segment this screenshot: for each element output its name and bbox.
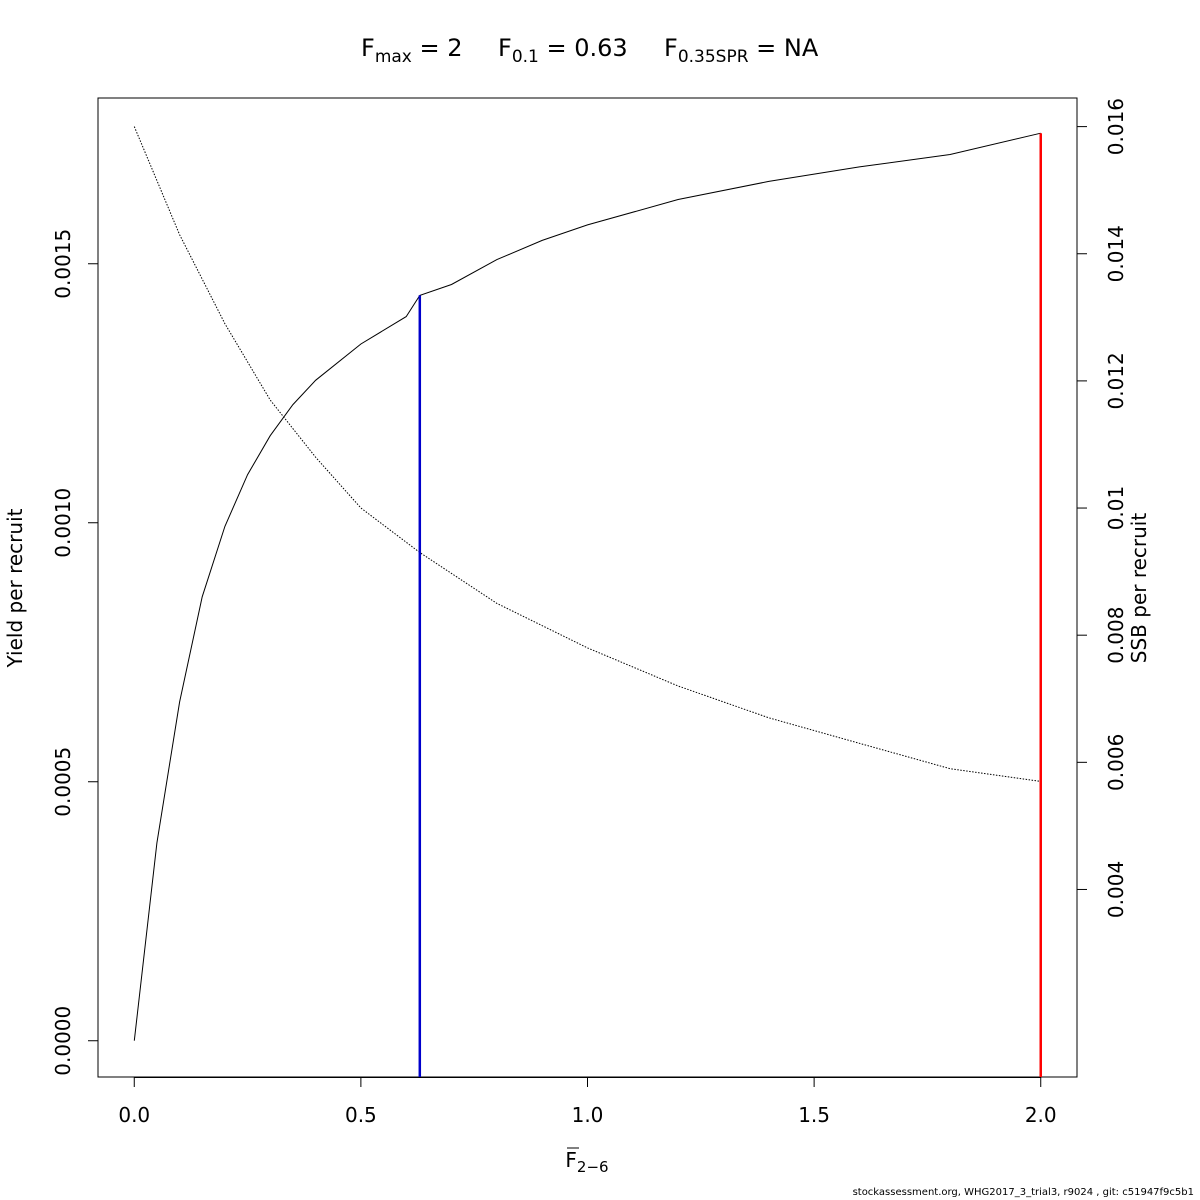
title-fspr-main: F	[664, 34, 678, 62]
title-fspr-rest: = NA	[749, 34, 819, 62]
title-fmax-sub: max	[375, 47, 412, 67]
y-left-tick-label: 0.0010	[51, 488, 75, 558]
footer-credit: stockassessment.org, WHG2017_3_trial3, r…	[852, 1187, 1194, 1198]
x-tick-label: 2.0	[1025, 1103, 1057, 1127]
y-right-tick-label: 0.012	[1104, 352, 1128, 409]
plot-frame	[97, 97, 1078, 1078]
y-left-tick-label: 0.0005	[51, 747, 75, 817]
y-right-tick-label: 0.006	[1104, 734, 1128, 791]
yield-per-recruit-line	[133, 132, 1041, 1041]
title-f01-rest: = 0.63	[539, 34, 628, 62]
chart-title-f01: F0.1 = 0.63	[498, 34, 628, 67]
x-tick-label: 0.5	[345, 1103, 377, 1127]
title-fmax-rest: = 2	[412, 34, 463, 62]
chart-title-fspr: F0.35SPR = NA	[664, 34, 819, 67]
title-fmax-main: F	[361, 34, 375, 62]
y-right-axis-title: SSB per recruit	[1127, 513, 1151, 664]
x-axis-title: F2−6	[565, 1148, 608, 1176]
y-right-tick-label: 0.008	[1104, 607, 1128, 664]
x-tick-label: 1.5	[798, 1103, 830, 1127]
x-axis-title-main: F	[565, 1148, 577, 1172]
y-right-tick-label: 0.01	[1104, 486, 1128, 531]
x-tick-label: 0.0	[118, 1103, 150, 1127]
y-left-axis-title: Yield per recruit	[3, 508, 27, 668]
title-fspr-sub: 0.35SPR	[678, 47, 749, 67]
ssb-per-recruit-line	[133, 126, 1041, 782]
x-tick-label: 1.0	[572, 1103, 604, 1127]
title-f01-main: F	[498, 34, 512, 62]
x-axis-title-sub: 2−6	[577, 1158, 609, 1176]
chart-title: Fmax = 2	[361, 34, 463, 67]
axes: 0.0 0.5 1.0 1.5 2.0 0.0000 0.0005 0.0010 0.0015 0…	[51, 98, 1128, 1127]
y-left-tick-label: 0.0015	[51, 229, 75, 299]
title-f01-sub: 0.1	[512, 47, 539, 67]
y-right-tick-label: 0.016	[1104, 98, 1128, 155]
series-group	[133, 126, 1042, 1077]
y-left-tick-label: 0.0000	[51, 1006, 75, 1076]
y-right-tick-label: 0.014	[1104, 225, 1128, 282]
y-right-tick-label: 0.004	[1104, 861, 1128, 918]
